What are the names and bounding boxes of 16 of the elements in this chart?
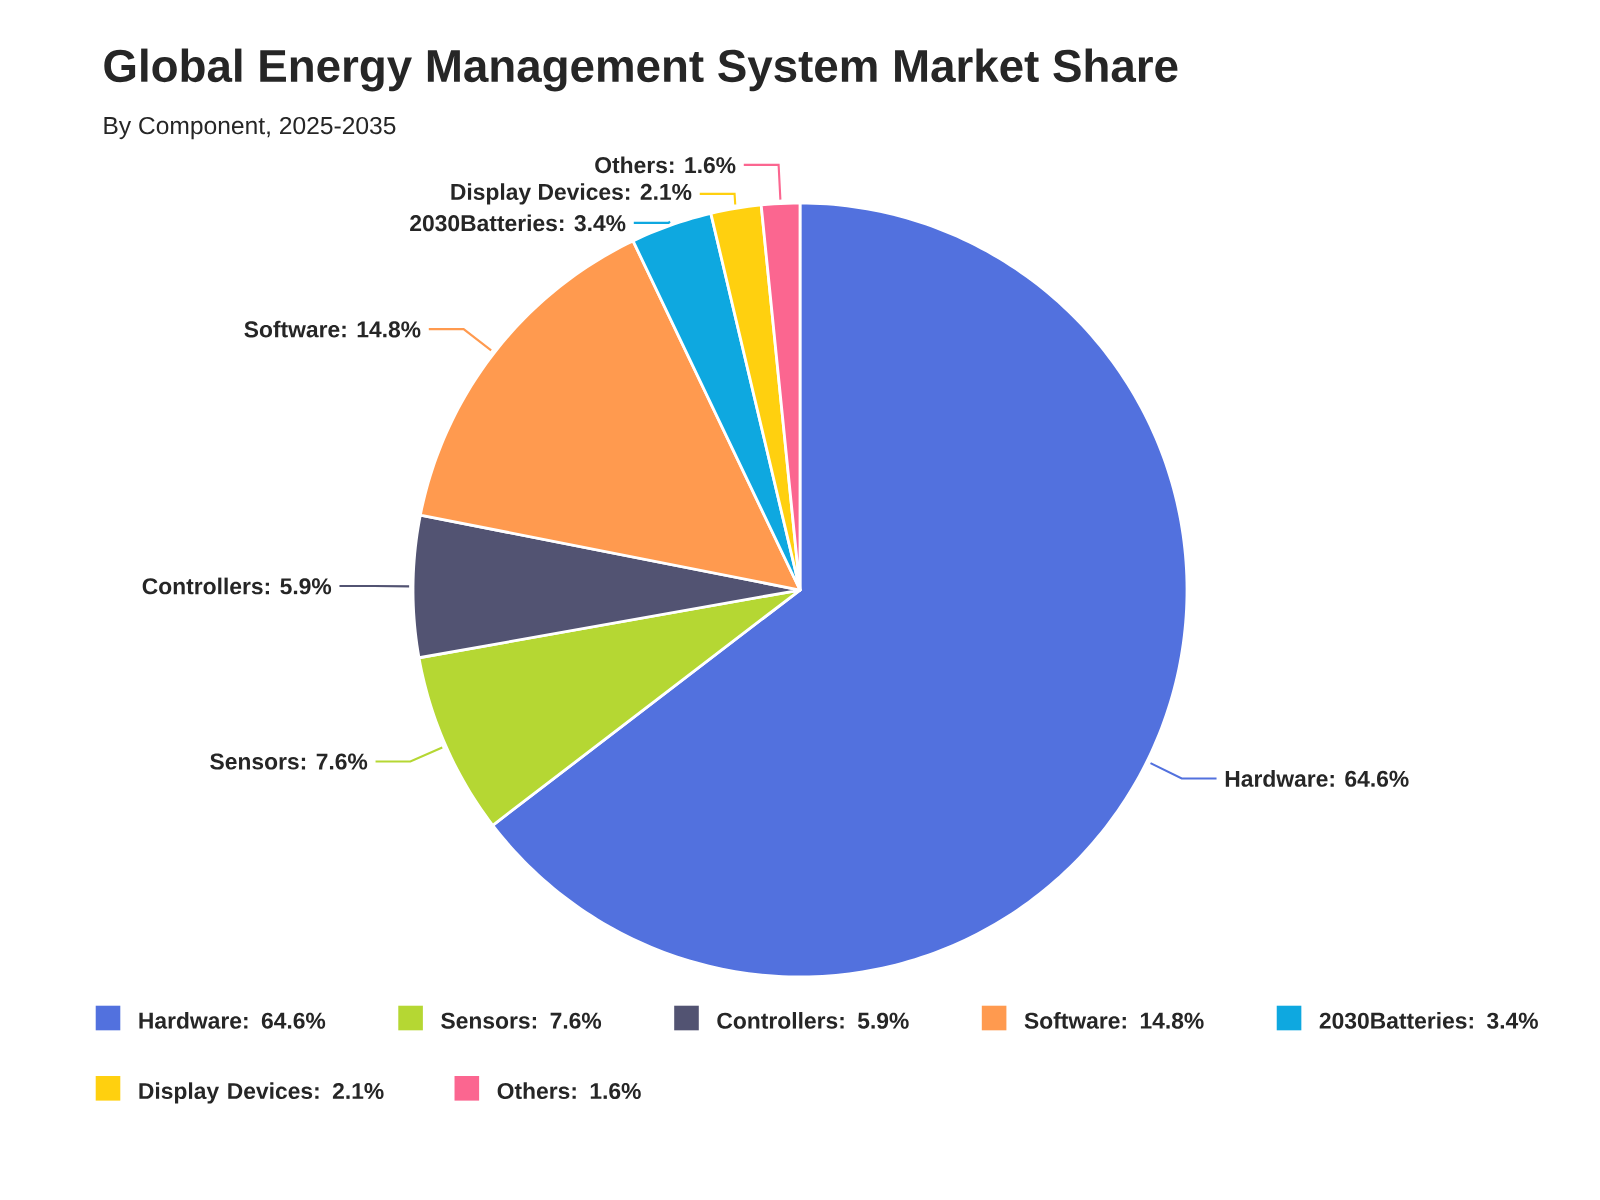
slice-label: Controllers: 5.9% bbox=[142, 577, 332, 595]
legend-label: Others: 1.6% bbox=[497, 1082, 641, 1100]
legend-label: 2030Batteries: 3.4% bbox=[1319, 1012, 1538, 1029]
slice-label: Others: 1.6% bbox=[595, 156, 736, 174]
legend-label: Controllers: 5.9% bbox=[717, 1012, 909, 1029]
legend-label: Display Devices: 2.1% bbox=[139, 1082, 384, 1104]
slice-label: Sensors: 7.6% bbox=[210, 753, 368, 770]
slice-label: Software: 14.8% bbox=[244, 320, 421, 338]
slice-label: Display Devices: 2.1% bbox=[451, 183, 692, 205]
legend-label: Software: 14.8% bbox=[1024, 1012, 1204, 1029]
legend-label: Sensors: 7.6% bbox=[441, 1012, 602, 1029]
chart-title: Global Energy Management System Market Share bbox=[104, 48, 1178, 92]
slice-label: Hardware: 64.6% bbox=[1225, 770, 1409, 787]
legend-label: Hardware: 64.6% bbox=[139, 1012, 326, 1029]
slice-label: 2030Batteries: 3.4% bbox=[410, 214, 626, 232]
chart-subtitle: By Component, 2025-2035 bbox=[104, 116, 396, 140]
